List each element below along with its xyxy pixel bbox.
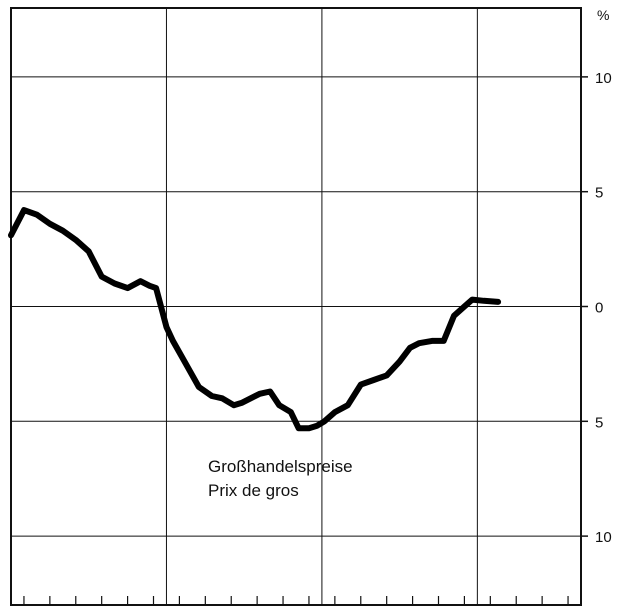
horizontal-grid bbox=[11, 76, 581, 537]
series-line-grosshandelspreise bbox=[8, 207, 502, 432]
y-unit-label: % bbox=[597, 7, 609, 23]
annotation-line-1: Großhandelspreise bbox=[208, 457, 353, 476]
annotation-line-2: Prix de gros bbox=[208, 481, 299, 500]
y-tick-label-0: 10 bbox=[595, 70, 612, 87]
y-tick-label-2: 0 bbox=[595, 300, 603, 317]
x-minor-ticks bbox=[23, 596, 569, 605]
vertical-grid bbox=[165, 8, 478, 605]
y-axis-tick-labels: 10 5 0 5 10 bbox=[581, 70, 612, 546]
y-tick-label-4: 10 bbox=[595, 529, 612, 546]
y-tick-label-3: 5 bbox=[595, 414, 603, 431]
y-tick-label-1: 5 bbox=[595, 185, 603, 202]
